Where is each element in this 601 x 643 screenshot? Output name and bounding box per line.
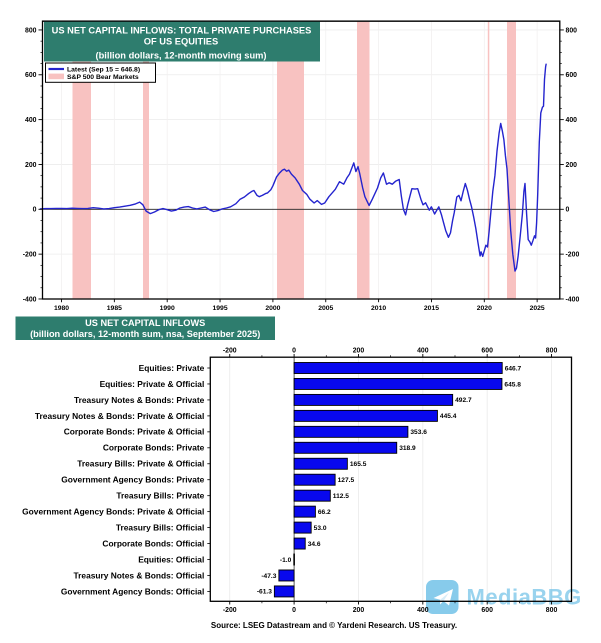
svg-text:318.9: 318.9 bbox=[399, 445, 416, 452]
svg-text:492.7: 492.7 bbox=[455, 397, 472, 404]
svg-text:400: 400 bbox=[417, 348, 429, 355]
svg-text:Government Agency Bonds: Priva: Government Agency Bonds: Private & Offic… bbox=[22, 507, 204, 517]
svg-text:445.4: 445.4 bbox=[440, 413, 457, 420]
svg-text:400: 400 bbox=[566, 117, 578, 124]
svg-text:-47.3: -47.3 bbox=[261, 573, 276, 580]
svg-text:66.2: 66.2 bbox=[318, 509, 331, 516]
svg-text:Treasury Bills: Private & Offi: Treasury Bills: Private & Official bbox=[77, 459, 204, 469]
svg-text:Corporate Bonds: Private & Off: Corporate Bonds: Private & Official bbox=[64, 427, 205, 437]
svg-text:2020: 2020 bbox=[477, 305, 492, 312]
svg-text:-200: -200 bbox=[23, 252, 37, 259]
svg-text:Equities: Official: Equities: Official bbox=[138, 554, 204, 564]
svg-text:Equities: Private & Official: Equities: Private & Official bbox=[100, 379, 205, 389]
svg-text:200: 200 bbox=[353, 607, 365, 614]
svg-text:0: 0 bbox=[292, 607, 296, 614]
svg-text:Corporate Bonds: Official: Corporate Bonds: Official bbox=[102, 538, 204, 548]
svg-text:645.8: 645.8 bbox=[504, 381, 521, 388]
svg-text:0: 0 bbox=[33, 207, 37, 214]
svg-text:1995: 1995 bbox=[212, 305, 227, 312]
svg-text:600: 600 bbox=[25, 72, 37, 79]
svg-text:Treasury Bills: Private: Treasury Bills: Private bbox=[116, 491, 204, 501]
svg-text:200: 200 bbox=[353, 348, 365, 355]
svg-text:800: 800 bbox=[546, 607, 558, 614]
svg-text:Source: LSEG Datastream and ©: Source: LSEG Datastream and © Yardeni Re… bbox=[211, 621, 457, 630]
svg-text:MediaBBG: MediaBBG bbox=[467, 585, 582, 610]
svg-text:Treasury Bills: Official: Treasury Bills: Official bbox=[116, 523, 204, 533]
svg-text:Treasury Notes & Bonds: Offici: Treasury Notes & Bonds: Official bbox=[74, 570, 205, 580]
svg-text:200: 200 bbox=[25, 162, 37, 169]
svg-text:2015: 2015 bbox=[424, 305, 439, 312]
svg-text:OF US EQUITIES: OF US EQUITIES bbox=[144, 36, 218, 46]
svg-text:165.5: 165.5 bbox=[350, 461, 367, 468]
svg-text:-61.3: -61.3 bbox=[257, 589, 272, 596]
svg-text:Latest (Sep 15 = 646.8): Latest (Sep 15 = 646.8) bbox=[67, 66, 140, 73]
svg-text:2000: 2000 bbox=[265, 305, 280, 312]
svg-text:(billion dollars, 12-month mov: (billion dollars, 12-month moving sum) bbox=[96, 50, 267, 60]
svg-text:(billion dollars, 12-month sum: (billion dollars, 12-month sum, nsa, Sep… bbox=[30, 329, 260, 339]
svg-text:2010: 2010 bbox=[371, 305, 386, 312]
svg-text:-200: -200 bbox=[223, 607, 237, 614]
svg-text:127.5: 127.5 bbox=[338, 477, 355, 484]
svg-text:Equities: Private: Equities: Private bbox=[139, 363, 205, 373]
svg-text:1980: 1980 bbox=[54, 305, 69, 312]
svg-text:0: 0 bbox=[292, 348, 296, 355]
svg-text:2005: 2005 bbox=[318, 305, 333, 312]
svg-text:800: 800 bbox=[25, 27, 37, 34]
svg-text:200: 200 bbox=[566, 162, 578, 169]
svg-text:600: 600 bbox=[481, 348, 493, 355]
svg-text:S&P 500 Bear Markets: S&P 500 Bear Markets bbox=[67, 74, 139, 81]
svg-text:-200: -200 bbox=[566, 252, 580, 259]
svg-text:1985: 1985 bbox=[107, 305, 122, 312]
svg-text:600: 600 bbox=[481, 607, 493, 614]
svg-text:646.7: 646.7 bbox=[505, 365, 522, 372]
svg-text:US NET CAPITAL INFLOWS: US NET CAPITAL INFLOWS bbox=[85, 318, 205, 328]
svg-text:800: 800 bbox=[546, 348, 558, 355]
svg-text:353.6: 353.6 bbox=[410, 429, 427, 436]
svg-text:34.6: 34.6 bbox=[308, 541, 321, 548]
svg-text:US NET CAPITAL INFLOWS: TOTAL: US NET CAPITAL INFLOWS: TOTAL PRIVATE PU… bbox=[52, 26, 312, 36]
svg-text:Treasury Notes & Bonds: Privat: Treasury Notes & Bonds: Private bbox=[74, 395, 205, 405]
svg-text:400: 400 bbox=[25, 117, 37, 124]
svg-text:Corporate Bonds: Private: Corporate Bonds: Private bbox=[103, 443, 205, 453]
svg-text:112.5: 112.5 bbox=[333, 493, 349, 500]
svg-text:-400: -400 bbox=[566, 296, 580, 303]
svg-text:Government Agency Bonds: Offic: Government Agency Bonds: Official bbox=[61, 586, 204, 596]
svg-text:Treasury Notes & Bonds: Privat: Treasury Notes & Bonds: Private & Offici… bbox=[35, 411, 204, 421]
svg-text:Government Agency Bonds: Priva: Government Agency Bonds: Private bbox=[61, 475, 204, 485]
svg-text:-200: -200 bbox=[223, 348, 237, 355]
svg-text:0: 0 bbox=[566, 207, 570, 214]
svg-text:2025: 2025 bbox=[530, 305, 545, 312]
svg-text:-400: -400 bbox=[23, 296, 37, 303]
svg-text:1990: 1990 bbox=[160, 305, 175, 312]
svg-text:53.0: 53.0 bbox=[314, 525, 327, 532]
svg-text:800: 800 bbox=[566, 27, 578, 34]
svg-text:-1.0: -1.0 bbox=[280, 557, 292, 564]
svg-text:600: 600 bbox=[566, 72, 578, 79]
svg-text:400: 400 bbox=[417, 607, 429, 614]
